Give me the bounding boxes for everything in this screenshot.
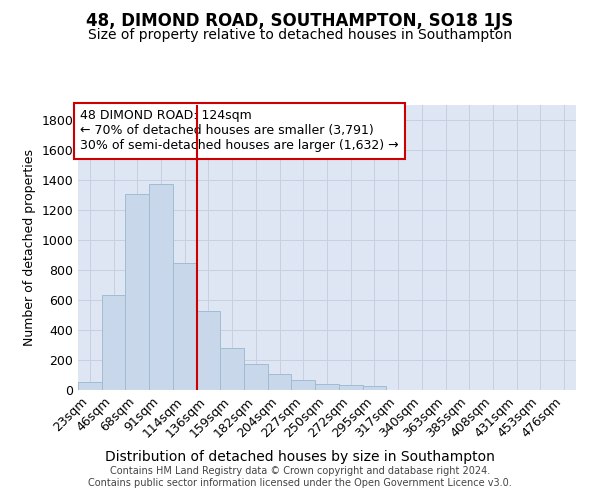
Bar [102, 294, 125, 390]
Text: 48, DIMOND ROAD, SOUTHAMPTON, SO18 1JS: 48, DIMOND ROAD, SOUTHAMPTON, SO18 1JS [86, 12, 514, 30]
Bar [268, 374, 292, 390]
Bar [149, 184, 173, 390]
Bar [362, 386, 386, 390]
Text: Contains HM Land Registry data © Crown copyright and database right 2024.
Contai: Contains HM Land Registry data © Crown c… [88, 466, 512, 487]
Bar [78, 382, 102, 390]
Bar [197, 311, 220, 390]
Bar [292, 380, 315, 390]
Y-axis label: Number of detached properties: Number of detached properties [23, 149, 36, 346]
Text: 48 DIMOND ROAD: 124sqm
← 70% of detached houses are smaller (3,791)
30% of semi-: 48 DIMOND ROAD: 124sqm ← 70% of detached… [80, 110, 399, 152]
Bar [220, 348, 244, 390]
Bar [125, 194, 149, 390]
Text: Distribution of detached houses by size in Southampton: Distribution of detached houses by size … [105, 450, 495, 464]
Bar [244, 364, 268, 390]
Bar [173, 263, 197, 390]
Text: Size of property relative to detached houses in Southampton: Size of property relative to detached ho… [88, 28, 512, 42]
Bar [339, 385, 362, 390]
Bar [315, 384, 339, 390]
